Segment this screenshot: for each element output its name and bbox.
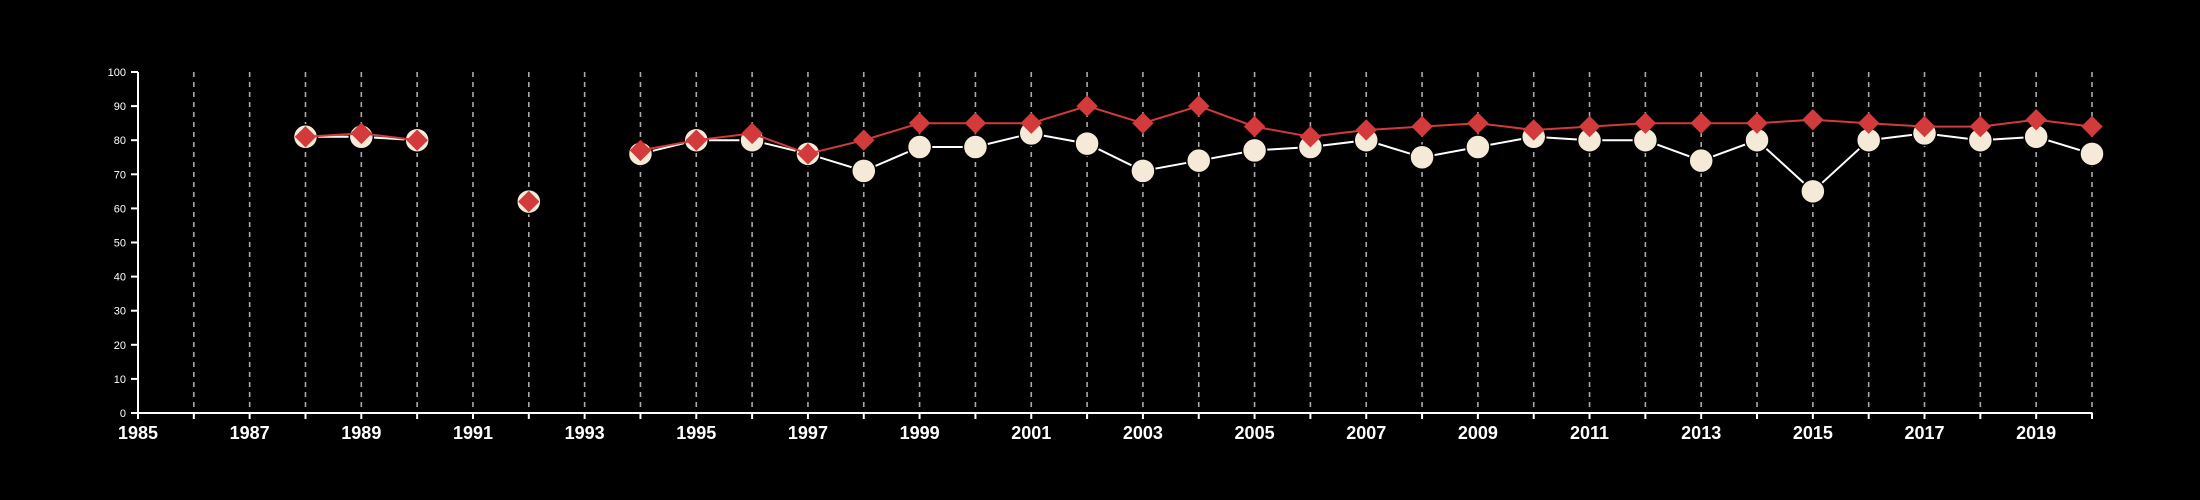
series-1-point-2009	[1467, 112, 1489, 134]
y-tick-label-10: 10	[114, 374, 126, 386]
gridlines	[193, 72, 2093, 413]
x-tick-label-2007: 2007	[1346, 423, 1386, 443]
series-0-point-2020	[2079, 141, 2105, 167]
series-0-point-2009	[1465, 134, 1491, 160]
series-1-point-2015	[1802, 109, 1824, 131]
series-1-point-1995	[685, 129, 707, 151]
series-1-point-2001	[1020, 112, 1042, 134]
series-1-point-2011	[1578, 115, 1601, 138]
y-tick-label-70: 70	[114, 169, 126, 181]
series-1-point-2000	[964, 112, 987, 134]
series-1-point-2020	[2081, 115, 2103, 138]
series-1-point-2018	[1969, 115, 1992, 138]
series-1-point-1989	[350, 122, 373, 145]
x-tick-label-1987: 1987	[230, 423, 270, 443]
x-tick-label-2001: 2001	[1011, 423, 1051, 443]
series-1-point-2016	[1857, 112, 1880, 134]
y-tick-label-0: 0	[120, 408, 126, 420]
series-1-point-2007	[1355, 119, 1377, 141]
series-0-point-2015	[1800, 178, 1826, 205]
y-tick-label-60: 60	[114, 203, 126, 215]
series-0-point-2002	[1074, 130, 1100, 157]
series-1-point-1996	[741, 122, 763, 145]
y-tick-label-90: 90	[114, 101, 126, 113]
x-tick-label-2005: 2005	[1235, 423, 1275, 443]
x-tick-label-1997: 1997	[788, 423, 828, 443]
series-1-point-1994	[629, 139, 652, 162]
series-1-point-2012	[1634, 112, 1657, 134]
x-tick-label-2003: 2003	[1123, 423, 1163, 443]
series-0-point-1998	[851, 158, 877, 184]
series-1-point-2013	[1690, 112, 1712, 134]
series-1-point-1998	[853, 129, 875, 151]
x-tick-label-2015: 2015	[1793, 423, 1833, 443]
series-1-point-2019	[2025, 109, 2047, 131]
x-tick-label-2011: 2011	[1570, 423, 1609, 443]
series-0-point-1999	[906, 134, 933, 160]
series-1-point-2004	[1188, 95, 1210, 117]
x-tick-label-2013: 2013	[1681, 423, 1721, 443]
y-tick-label-20: 20	[114, 340, 126, 352]
y-tick-label-80: 80	[114, 135, 126, 147]
series-1-point-1992	[518, 190, 540, 213]
x-tick-label-1999: 1999	[900, 423, 940, 443]
series	[292, 95, 2105, 215]
y-tick-label-40: 40	[114, 272, 126, 284]
series-0-point-2000	[962, 134, 989, 160]
series-0-point-2005	[1241, 137, 1268, 164]
series-1-point-2017	[1913, 115, 1936, 138]
series-1	[294, 95, 2103, 213]
y-tick-label-30: 30	[114, 306, 126, 318]
series-1-point-1997	[797, 143, 819, 165]
y-tick-label-50: 50	[114, 238, 126, 250]
series-1-point-1990	[406, 129, 428, 151]
x-tick-label-1989: 1989	[341, 423, 381, 443]
series-0-point-2013	[1688, 147, 1714, 174]
series-1-point-2002	[1076, 95, 1098, 117]
series-0-point-2008	[1409, 144, 1435, 170]
x-tick-label-2017: 2017	[1904, 423, 1944, 443]
series-1-point-2008	[1411, 115, 1433, 138]
series-1-point-2005	[1243, 115, 1266, 138]
series-1-point-2010	[1523, 119, 1545, 141]
x-tick-label-2009: 2009	[1458, 423, 1498, 443]
series-1-point-2003	[1132, 112, 1154, 134]
x-tick-label-1985: 1985	[118, 423, 158, 443]
axes: 0 10 20 30 40 50 60 70 80 90 100 1985 1987 1989 1991 19…	[108, 67, 2093, 443]
series-1-point-1988	[294, 126, 317, 148]
series-0-point-2003	[1130, 158, 1156, 184]
series-1-point-2006	[1299, 126, 1322, 148]
y-tick-label-100: 100	[108, 67, 126, 79]
x-tick-label-1993: 1993	[565, 423, 605, 443]
x-tick-label-1995: 1995	[676, 423, 716, 443]
series-1-point-1999	[908, 112, 931, 134]
series-1-point-2014	[1746, 112, 1768, 134]
x-tick-label-1991: 1991	[453, 423, 493, 443]
x-tick-label-2019: 2019	[2016, 423, 2056, 443]
series-0-point-2004	[1185, 147, 1212, 174]
